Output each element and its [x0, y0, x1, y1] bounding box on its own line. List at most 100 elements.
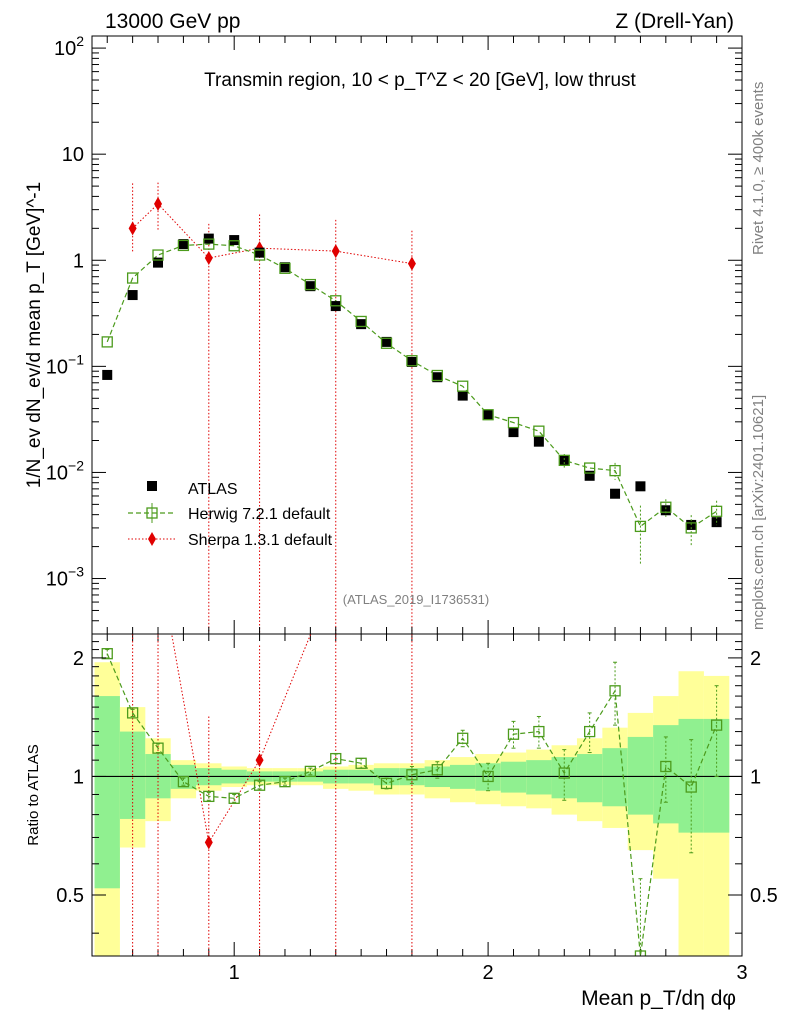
herwig-point [203, 238, 215, 250]
herwig-ratio-point [304, 765, 317, 778]
atlas-point [660, 505, 671, 516]
herwig-ratio-point [228, 792, 240, 804]
herwig-point [380, 337, 393, 349]
ratio-frame [91, 633, 743, 957]
atlas-point [533, 436, 544, 447]
herwig-ratio-point [710, 719, 723, 731]
herwig-ratio-point [584, 725, 596, 738]
y-tick-label: 1 [73, 250, 84, 272]
ratio-y-label: Ratio to ATLAS [25, 744, 42, 845]
herwig-point [533, 425, 545, 437]
atlas-point [584, 470, 595, 481]
chart-title: Transmin region, 10 < p_T^Z < 20 [GeV], … [204, 70, 636, 91]
atlas-point [381, 336, 392, 347]
ratio-tick-label: 0.5 [56, 885, 84, 907]
herwig-ratio-point [609, 685, 621, 697]
herwig-ratio-point [380, 777, 393, 790]
herwig-ratio-point [355, 757, 367, 769]
atlas-point [153, 257, 164, 268]
ratio-band-green [500, 761, 527, 793]
atlas-point [457, 390, 468, 401]
herwig-point [431, 369, 443, 382]
ratio-band-green [94, 696, 120, 889]
herwig-point [584, 462, 596, 474]
herwig-ratio-point [457, 732, 469, 744]
y-tick-label: 10−3 [46, 564, 84, 591]
sherpa-line [132, 203, 413, 265]
herwig-point [253, 249, 266, 261]
atlas-point [508, 427, 519, 438]
x-axis-label: Mean p_T/dη dφ [581, 987, 736, 1010]
herwig-ratio-point [330, 752, 342, 765]
legend-herwig-label: Herwig 7.2.1 default [188, 506, 331, 523]
atlas-point [229, 235, 240, 246]
sherpa-point [128, 221, 137, 236]
legend-sherpa-marker [148, 532, 156, 546]
y-axis-label: 1/N_ev dN_ev/d mean p_T [GeV]^-1 [24, 182, 45, 488]
herwig-ratio-point [558, 767, 570, 779]
atlas-point [102, 369, 113, 380]
mcplots-label: mcplots.cern.ch [arXiv:2401.10621] [750, 395, 767, 630]
ratio-panel: 0.5 0.5 1 1 2 2 Ratio to ATLAS Mean p_T/dη dφ [25, 633, 778, 1010]
herwig-ratio-point [507, 728, 520, 740]
atlas-point [483, 409, 494, 420]
ratio-tick-label: 1 [73, 766, 84, 788]
ratio-band-green [602, 748, 628, 807]
main-panel: 10−3 10−2 10−1 1 10 102 1 2 3 Transmin region, … [24, 33, 748, 984]
herwig-point [177, 239, 190, 252]
x-tick-label: 1 [229, 962, 240, 984]
ratio-tick-label: 0.5 [750, 885, 778, 907]
atlas-point [254, 247, 265, 258]
y-tick-label: 10−2 [46, 457, 84, 484]
herwig-ratio-point [406, 769, 418, 781]
herwig-point [558, 454, 570, 467]
rivet-label: Rivet 4.1.0, ≥ 400k events [750, 82, 767, 255]
x-tick-label: 2 [483, 962, 494, 984]
herwig-point [609, 464, 621, 477]
sherpa-point [154, 196, 163, 211]
herwig-ratio-point [152, 742, 164, 754]
herwig-point [482, 409, 494, 421]
herwig-point [457, 380, 469, 392]
herwig-point [355, 315, 367, 328]
ratio-tick-label: 2 [750, 648, 761, 670]
sherpa-ratio-point [204, 835, 213, 850]
herwig-point [406, 355, 418, 367]
herwig-ratio-point [253, 779, 266, 791]
herwig-point [304, 278, 317, 291]
herwig-ratio-point [482, 770, 494, 783]
herwig-point [660, 501, 672, 513]
atlas-point [635, 481, 646, 492]
atlas-point [406, 356, 417, 367]
herwig-point [101, 336, 113, 348]
ratio-tick-label: 1 [750, 766, 761, 788]
herwig-ratio-point [660, 760, 672, 773]
herwig-ratio-point [634, 950, 647, 956]
herwig-ratio-point [279, 776, 291, 788]
herwig-point [507, 416, 520, 429]
atlas-point [610, 488, 621, 499]
herwig-ratio-point [203, 790, 215, 803]
y-tick-label: 10−1 [46, 351, 84, 378]
atlas-point [279, 262, 290, 273]
atlas-point [432, 372, 443, 383]
herwig-point [330, 295, 342, 307]
ratio-band-green [576, 754, 603, 803]
y-tick-label: 10 [62, 144, 84, 166]
herwig-ratio-point [126, 707, 139, 719]
sherpa-point [204, 251, 213, 266]
ratio-band-green [703, 718, 730, 833]
herwig-point [685, 522, 697, 534]
herwig-point [710, 505, 723, 517]
herwig-ratio-point [101, 648, 113, 660]
atlas-point [559, 455, 570, 466]
legend-atlas-marker [147, 481, 157, 491]
herwig-point [152, 249, 164, 261]
sherpa-ratio-point [255, 753, 264, 768]
watermark: (ATLAS_2019_I1736531) [343, 592, 489, 607]
herwig-ratio-point [685, 781, 697, 793]
ratio-band-green [526, 760, 552, 795]
legend-atlas-label: ATLAS [188, 481, 238, 498]
herwig-point [228, 240, 240, 252]
